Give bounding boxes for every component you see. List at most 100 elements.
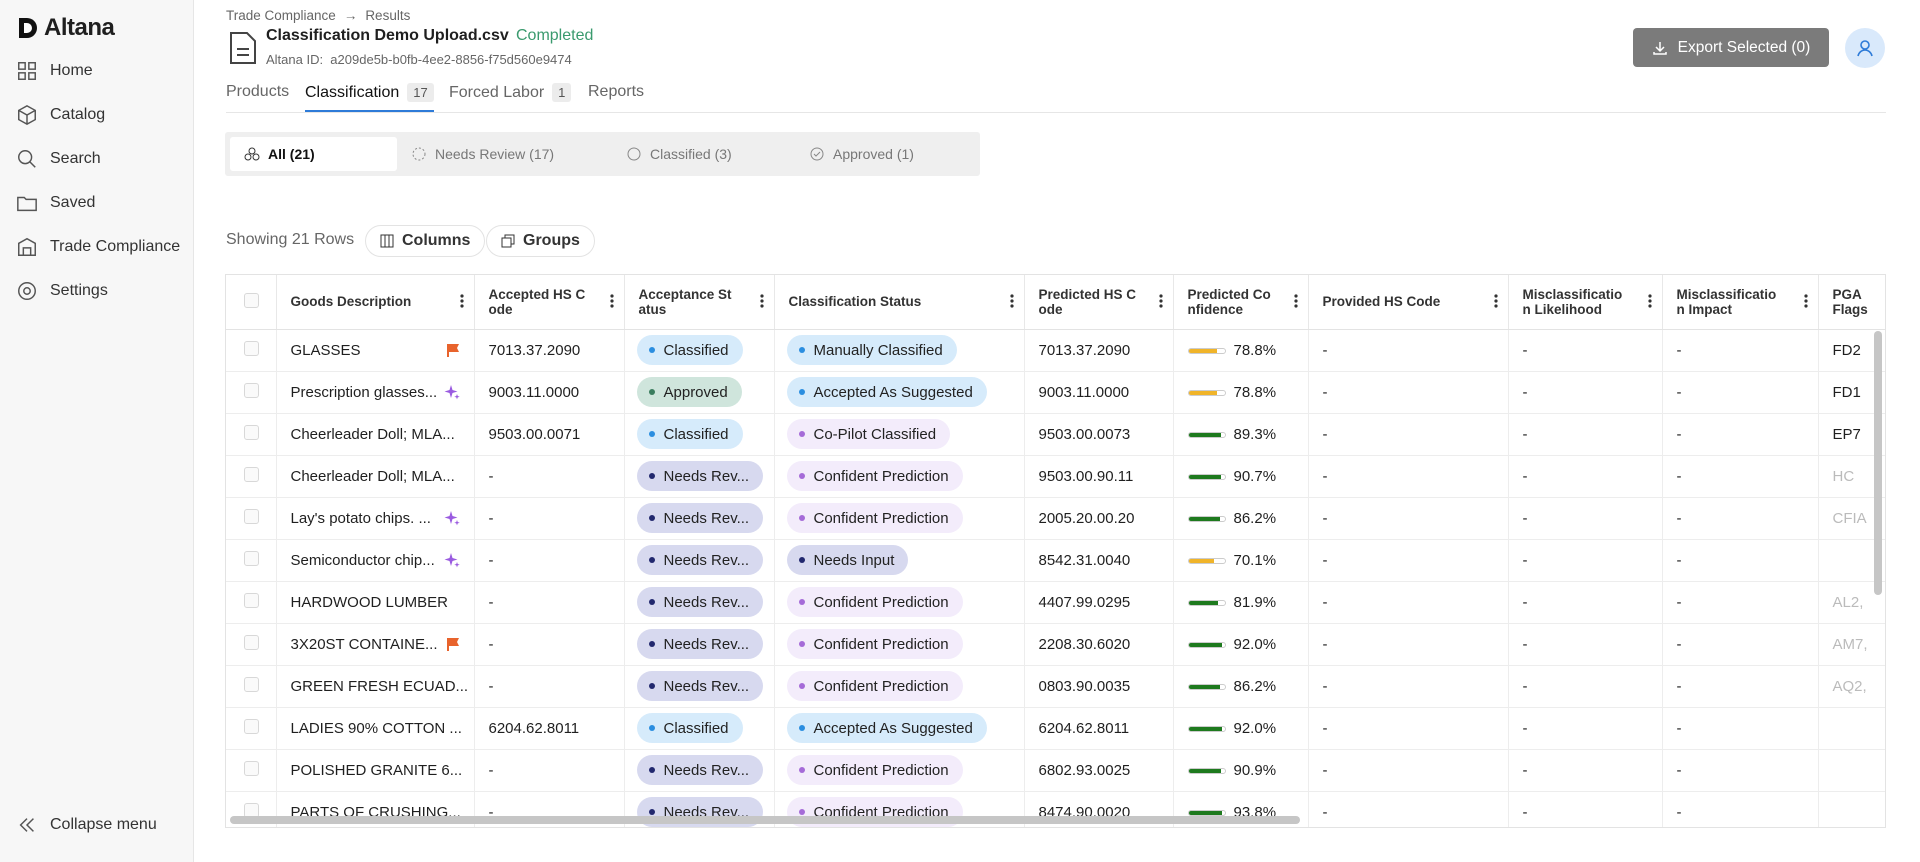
export-button[interactable]: Export Selected (0) bbox=[1633, 28, 1829, 67]
filter-option[interactable]: Classified (3) bbox=[612, 137, 732, 171]
checkbox[interactable] bbox=[244, 292, 259, 308]
header-cell[interactable]: Predicted Confidence bbox=[1173, 275, 1309, 330]
nav-item[interactable]: Trade Compliance bbox=[16, 236, 180, 258]
status-dot bbox=[648, 431, 655, 437]
confidence-bar-track bbox=[1187, 431, 1226, 438]
table-row[interactable]: LADIES 90% COTTON ... 6204.62.8011 Classif… bbox=[226, 707, 1885, 750]
filter-active-bg bbox=[230, 137, 397, 171]
icon bbox=[810, 147, 824, 161]
goods-description: POLISHED GRANITE 6... bbox=[290, 761, 463, 779]
column-menu[interactable] bbox=[459, 293, 464, 309]
header-cell[interactable]: Misclassification Likelihood bbox=[1508, 275, 1663, 330]
column-menu[interactable] bbox=[609, 293, 614, 309]
v-scrollbar[interactable] bbox=[1874, 331, 1882, 595]
checkbox[interactable] bbox=[244, 550, 259, 566]
table-row[interactable]: Prescription glasses... 9003.11.0000 Appro… bbox=[226, 371, 1885, 414]
tab-active[interactable]: Classification 17 bbox=[305, 83, 434, 102]
nav-item[interactable]: Search bbox=[16, 148, 101, 170]
header-cell[interactable]: Acceptance Status bbox=[624, 275, 775, 330]
table-row[interactable]: 3X20ST CONTAINE... - Needs Rev... Confident… bbox=[226, 623, 1885, 666]
checkbox[interactable] bbox=[244, 424, 259, 440]
checkbox[interactable] bbox=[244, 382, 259, 398]
column-title: Goods Description bbox=[290, 294, 412, 310]
status-text: Needs Rev... bbox=[663, 551, 750, 569]
status-text: Needs Rev... bbox=[663, 635, 750, 653]
tab-badge: 17 bbox=[407, 83, 434, 102]
accepted-hs-code: - bbox=[488, 509, 494, 527]
logo[interactable]: Altana bbox=[16, 14, 115, 42]
header-cell[interactable]: PGA Flags bbox=[1818, 275, 1885, 330]
column-menu[interactable] bbox=[759, 293, 764, 309]
user-avatar[interactable] bbox=[1845, 28, 1885, 68]
column-menu[interactable] bbox=[1293, 293, 1298, 309]
breadcrumb-current: Results bbox=[365, 8, 411, 23]
column-menu[interactable] bbox=[1009, 293, 1014, 309]
filter-label: Needs Review (17) bbox=[435, 146, 555, 162]
checkbox[interactable] bbox=[244, 592, 259, 608]
nav-item[interactable]: Saved bbox=[16, 192, 95, 214]
cell: - bbox=[1308, 665, 1509, 708]
header-cell[interactable]: Classification Status bbox=[774, 275, 1025, 330]
tab[interactable]: Forced Labor 1 bbox=[449, 83, 572, 102]
confidence-label: 86.2% bbox=[1233, 677, 1277, 695]
classification-status: Needs Input bbox=[786, 545, 909, 575]
header-cell[interactable]: Accepted HS Code bbox=[474, 275, 625, 330]
checkbox[interactable] bbox=[244, 340, 259, 356]
confidence-label: 81.9% bbox=[1233, 593, 1277, 611]
confidence-bar bbox=[1188, 432, 1221, 437]
column-menu[interactable] bbox=[1158, 293, 1163, 309]
column-menu[interactable] bbox=[1493, 293, 1498, 309]
header-cell[interactable]: Provided HS Code bbox=[1308, 275, 1509, 330]
table-row[interactable]: Semiconductor chip... - Needs Rev... Needs … bbox=[226, 539, 1885, 582]
table-row[interactable]: GLASSES 7013.37.2090 Classified Manually Cl… bbox=[226, 329, 1885, 372]
table-row[interactable]: POLISHED GRANITE 6... - Needs Rev... Confid… bbox=[226, 749, 1885, 792]
header-cell[interactable]: Predicted HS Code bbox=[1024, 275, 1174, 330]
acceptance-status: Needs Rev... bbox=[636, 629, 764, 659]
tab[interactable]: Products bbox=[226, 83, 289, 101]
checkbox[interactable] bbox=[244, 634, 259, 650]
column-menu[interactable] bbox=[1647, 293, 1652, 309]
breadcrumb-link[interactable]: Trade Compliance bbox=[226, 8, 336, 23]
nav-item[interactable]: Settings bbox=[16, 280, 108, 302]
cell: - bbox=[1662, 623, 1819, 666]
predicted-hs-code: 6204.62.8011 bbox=[1038, 719, 1130, 737]
table-row[interactable]: Cheerleader Doll; MLA... - Needs Rev... Con… bbox=[226, 455, 1885, 498]
filter-option[interactable]: Needs Review (17) bbox=[397, 137, 554, 171]
icon bbox=[1652, 41, 1667, 55]
table-row[interactable]: HARDWOOD LUMBER - Needs Rev... Confident Pr… bbox=[226, 581, 1885, 624]
column-menu[interactable] bbox=[1803, 293, 1808, 309]
icon bbox=[501, 234, 515, 248]
nav-item[interactable]: Catalog bbox=[16, 104, 105, 126]
cell: Manually Classified bbox=[774, 329, 1025, 372]
predicted-hs-code: 9003.11.0000 bbox=[1038, 383, 1130, 401]
columns-button[interactable]: Columns bbox=[365, 225, 486, 257]
checkbox[interactable] bbox=[244, 466, 259, 482]
checkbox[interactable] bbox=[244, 718, 259, 734]
header-cell[interactable]: Goods Description bbox=[276, 275, 475, 330]
table-row[interactable]: Lay's potato chips. ... - Needs Rev... Conf… bbox=[226, 497, 1885, 540]
tab[interactable]: Reports bbox=[588, 83, 644, 101]
misclassification-impact: - bbox=[1676, 635, 1682, 653]
icon bbox=[1857, 40, 1873, 57]
confidence-label: 90.9% bbox=[1233, 761, 1277, 779]
header-cell[interactable]: Misclassification Impact bbox=[1662, 275, 1819, 330]
cell: Confident Prediction bbox=[774, 581, 1025, 624]
checkbox[interactable] bbox=[244, 676, 259, 692]
acceptance-status: Classified bbox=[636, 713, 743, 743]
cell: Cheerleader Doll; MLA... bbox=[276, 413, 475, 456]
filter-option[interactable]: All (21) bbox=[230, 137, 315, 171]
collapse-menu[interactable]: Collapse menu bbox=[16, 814, 157, 836]
checkbox[interactable] bbox=[244, 508, 259, 524]
confidence-label: 70.1% bbox=[1233, 551, 1277, 569]
h-scrollbar[interactable] bbox=[230, 816, 1300, 824]
predicted-hs-code: 6802.93.0025 bbox=[1038, 761, 1131, 779]
cell: 90.9% bbox=[1173, 749, 1309, 792]
filter-option[interactable]: Approved (1) bbox=[795, 137, 914, 171]
nav-item[interactable]: Home bbox=[16, 60, 93, 82]
misclassification-likelihood: - bbox=[1522, 761, 1528, 779]
checkbox[interactable] bbox=[244, 760, 259, 776]
table-row[interactable]: Cheerleader Doll; MLA... 9503.00.0071 Clas… bbox=[226, 413, 1885, 456]
misclassification-impact: - bbox=[1676, 341, 1682, 359]
table-row[interactable]: GREEN FRESH ECUAD... - Needs Rev... Confide… bbox=[226, 665, 1885, 708]
groups-button[interactable]: Groups bbox=[486, 225, 595, 257]
